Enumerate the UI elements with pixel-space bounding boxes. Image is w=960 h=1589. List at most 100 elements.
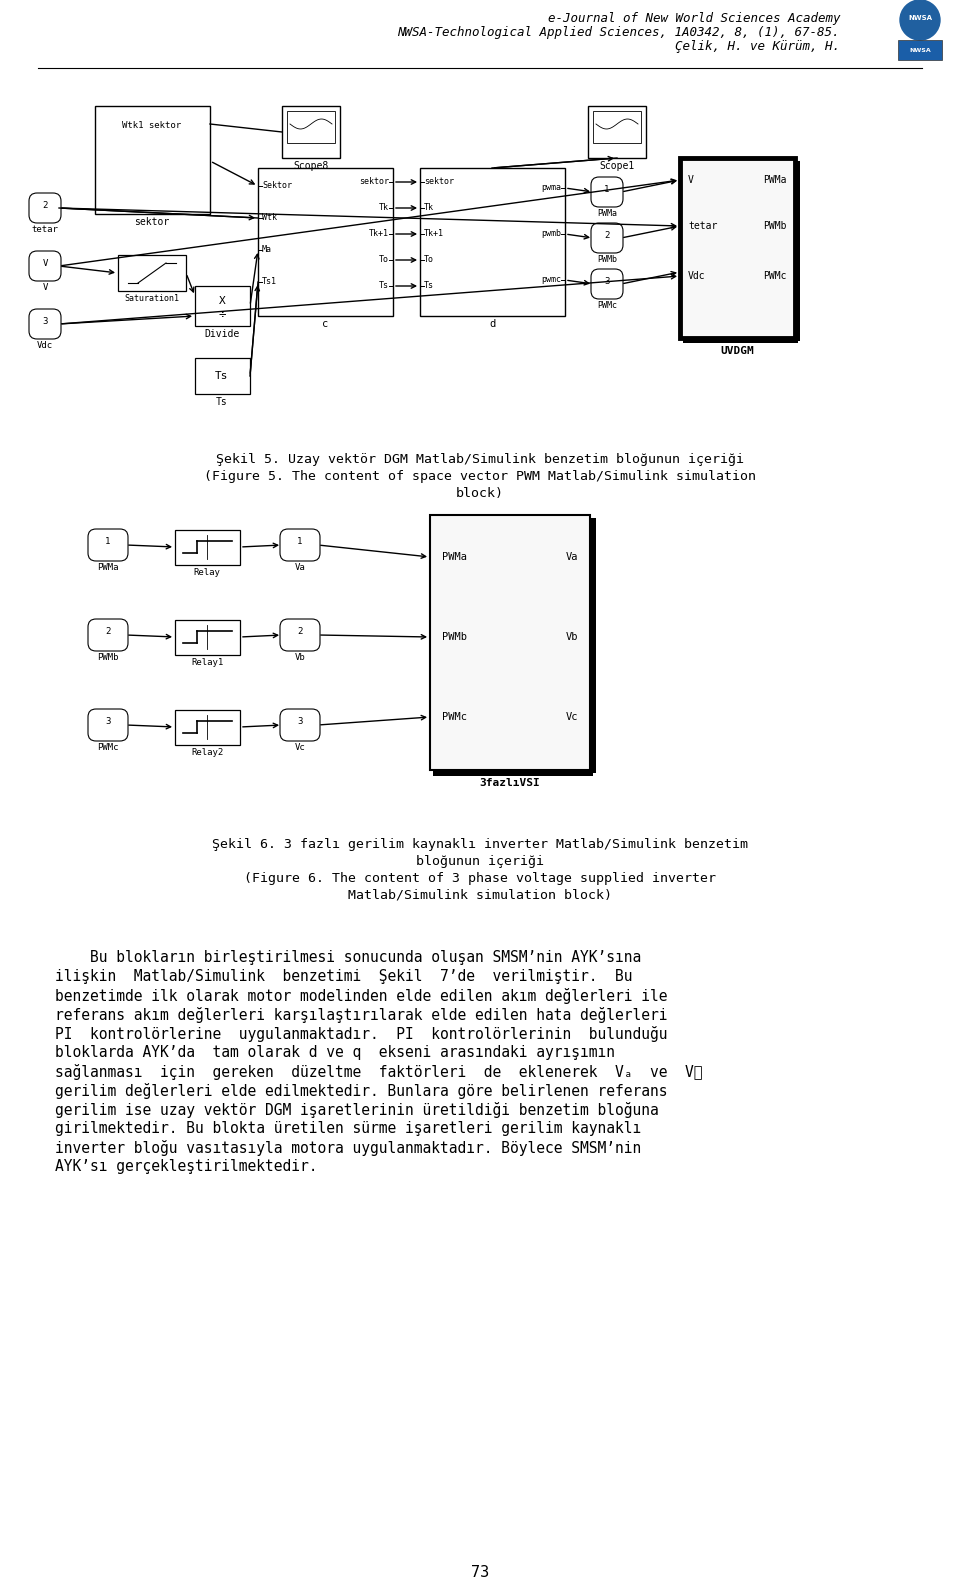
Text: Vc: Vc bbox=[295, 744, 305, 752]
Text: 2: 2 bbox=[106, 628, 110, 637]
Text: 1: 1 bbox=[298, 537, 302, 547]
Text: sektor: sektor bbox=[424, 178, 454, 186]
Text: Scope1: Scope1 bbox=[599, 160, 635, 172]
FancyBboxPatch shape bbox=[88, 620, 128, 651]
Text: Wtk: Wtk bbox=[262, 213, 277, 222]
Text: d: d bbox=[489, 319, 495, 329]
Text: To: To bbox=[424, 256, 434, 264]
Text: referans akım değlerleri karşılaştırılarak elde edilen hata değlerleri: referans akım değlerleri karşılaştırılar… bbox=[55, 1007, 667, 1023]
Text: UVDGM: UVDGM bbox=[720, 346, 754, 356]
Text: Ts: Ts bbox=[379, 281, 389, 291]
Bar bbox=[430, 515, 590, 771]
Bar bbox=[898, 40, 942, 60]
Bar bbox=[590, 518, 596, 772]
Text: ilişkin  Matlab/Simulink  benzetimi  Şekil  7’de  verilmiştir.  Bu: ilişkin Matlab/Simulink benzetimi Şekil … bbox=[55, 969, 633, 984]
Text: 3: 3 bbox=[298, 718, 302, 726]
FancyBboxPatch shape bbox=[591, 269, 623, 299]
Text: NWSA: NWSA bbox=[909, 48, 931, 52]
Text: Vb: Vb bbox=[295, 653, 305, 663]
Text: Ts: Ts bbox=[215, 370, 228, 381]
Text: PWMc: PWMc bbox=[442, 712, 467, 721]
Text: Sektor: Sektor bbox=[262, 181, 292, 191]
Text: Relay2: Relay2 bbox=[191, 748, 223, 756]
Text: To: To bbox=[379, 256, 389, 264]
Text: V: V bbox=[688, 175, 694, 184]
Text: block): block) bbox=[456, 486, 504, 501]
Text: PWMb: PWMb bbox=[97, 653, 119, 663]
Text: sektor: sektor bbox=[134, 218, 170, 227]
Bar bbox=[195, 358, 250, 394]
Text: Va: Va bbox=[565, 551, 578, 563]
Text: Ma: Ma bbox=[262, 245, 272, 254]
Text: 1: 1 bbox=[604, 186, 610, 194]
Bar bbox=[118, 254, 186, 291]
Text: V: V bbox=[42, 259, 48, 269]
Text: 2: 2 bbox=[604, 232, 610, 240]
Bar bbox=[287, 111, 335, 143]
Circle shape bbox=[900, 0, 940, 40]
Text: 3: 3 bbox=[604, 278, 610, 286]
Text: Ts1: Ts1 bbox=[262, 278, 277, 286]
Text: X: X bbox=[219, 296, 226, 307]
Text: tetar: tetar bbox=[32, 226, 59, 234]
Text: 73: 73 bbox=[470, 1565, 490, 1579]
Text: Vdc: Vdc bbox=[36, 342, 53, 350]
Text: Saturation1: Saturation1 bbox=[125, 294, 180, 303]
Text: Relay1: Relay1 bbox=[191, 658, 223, 667]
Text: 3: 3 bbox=[106, 718, 110, 726]
Text: (Figure 6. The content of 3 phase voltage supplied inverter: (Figure 6. The content of 3 phase voltag… bbox=[244, 872, 716, 885]
Text: e-Journal of New World Sciences Academy: e-Journal of New World Sciences Academy bbox=[547, 13, 840, 25]
Text: PWMb: PWMb bbox=[442, 632, 467, 642]
FancyBboxPatch shape bbox=[29, 251, 61, 281]
Text: NWSA: NWSA bbox=[908, 14, 932, 21]
Bar bbox=[795, 160, 800, 342]
Text: PWMb: PWMb bbox=[763, 221, 787, 230]
Text: pwmc: pwmc bbox=[541, 275, 561, 284]
FancyBboxPatch shape bbox=[280, 529, 320, 561]
Text: ÷: ÷ bbox=[218, 308, 226, 321]
Text: pwmb: pwmb bbox=[541, 229, 561, 238]
Text: Tk: Tk bbox=[424, 203, 434, 213]
Text: Tk+1: Tk+1 bbox=[424, 229, 444, 238]
Text: PWMa: PWMa bbox=[442, 551, 467, 563]
Text: bloklarda AYK’da  tam olarak d ve q  ekseni arasındaki ayrışımın: bloklarda AYK’da tam olarak d ve q eksen… bbox=[55, 1046, 615, 1060]
Text: PWMc: PWMc bbox=[763, 272, 787, 281]
Bar bbox=[175, 710, 240, 745]
FancyBboxPatch shape bbox=[29, 308, 61, 338]
FancyBboxPatch shape bbox=[29, 192, 61, 222]
Bar bbox=[175, 620, 240, 655]
Bar bbox=[680, 157, 795, 338]
Text: NWSA-Technological Applied Sciences, 1A0342, 8, (1), 67-85.: NWSA-Technological Applied Sciences, 1A0… bbox=[397, 25, 840, 40]
Text: girilmektedir. Bu blokta üretilen sürme işaretleri gerilim kaynaklı: girilmektedir. Bu blokta üretilen sürme … bbox=[55, 1120, 641, 1136]
Text: (Figure 5. The content of space vector PWM Matlab/Simulink simulation: (Figure 5. The content of space vector P… bbox=[204, 470, 756, 483]
Bar bbox=[420, 168, 565, 316]
FancyBboxPatch shape bbox=[280, 620, 320, 651]
Text: sektor: sektor bbox=[359, 178, 389, 186]
Text: c: c bbox=[322, 319, 328, 329]
Text: Tk+1: Tk+1 bbox=[369, 229, 389, 238]
Bar bbox=[175, 531, 240, 566]
Text: gerilim ise uzay vektör DGM işaretlerinin üretildiği benzetim bloğuna: gerilim ise uzay vektör DGM işaretlerini… bbox=[55, 1103, 659, 1119]
Text: V: V bbox=[42, 283, 48, 292]
Bar bbox=[195, 286, 250, 326]
Text: Ts: Ts bbox=[424, 281, 434, 291]
Text: Vc: Vc bbox=[565, 712, 578, 721]
Bar bbox=[282, 106, 340, 157]
Text: pwma: pwma bbox=[541, 183, 561, 192]
Text: 2: 2 bbox=[298, 628, 302, 637]
Text: Bu blokların birleştirilmesi sonucunda oluşan SMSM’nin AYK’sına: Bu blokların birleştirilmesi sonucunda o… bbox=[55, 950, 641, 965]
Text: PWMb: PWMb bbox=[597, 254, 617, 264]
FancyBboxPatch shape bbox=[88, 529, 128, 561]
Bar bbox=[593, 111, 641, 143]
Text: PWMc: PWMc bbox=[597, 300, 617, 310]
Text: Wtk1 sektor: Wtk1 sektor bbox=[123, 121, 181, 130]
Bar bbox=[433, 771, 593, 775]
Text: Matlab/Simulink simulation block): Matlab/Simulink simulation block) bbox=[348, 888, 612, 903]
Text: bloğunun içeriği: bloğunun içeriği bbox=[416, 855, 544, 868]
Text: Vb: Vb bbox=[565, 632, 578, 642]
Text: gerilim değlerleri elde edilmektedir. Bunlara göre belirlenen referans: gerilim değlerleri elde edilmektedir. Bu… bbox=[55, 1084, 667, 1100]
Text: PI  kontrolörlerine  uygulanmaktadır.  PI  kontrolörlerinin  bulunduğu: PI kontrolörlerine uygulanmaktadır. PI k… bbox=[55, 1026, 667, 1042]
Bar bbox=[683, 338, 798, 343]
Text: 3fazlıVSI: 3fazlıVSI bbox=[480, 779, 540, 788]
Text: PWMa: PWMa bbox=[97, 563, 119, 572]
